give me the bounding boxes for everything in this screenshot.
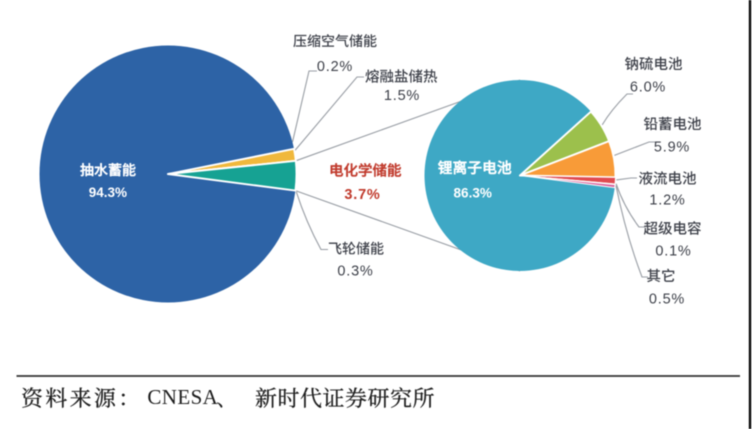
svg-text:0.1%: 0.1% <box>655 244 691 260</box>
svg-text:1.2%: 1.2% <box>649 193 685 209</box>
svg-text:0.2%: 0.2% <box>317 59 353 75</box>
svg-text:86.3%: 86.3% <box>454 186 492 201</box>
svg-text:0.5%: 0.5% <box>649 292 685 308</box>
svg-text:6.0%: 6.0% <box>630 80 666 96</box>
svg-text:3.7%: 3.7% <box>344 187 380 203</box>
svg-text:CNESA: CNESA <box>147 385 218 409</box>
svg-text:0.3%: 0.3% <box>337 264 373 280</box>
svg-text:1.5%: 1.5% <box>384 88 420 104</box>
svg-text:5.9%: 5.9% <box>654 140 690 156</box>
svg-text:94.3%: 94.3% <box>89 185 127 200</box>
